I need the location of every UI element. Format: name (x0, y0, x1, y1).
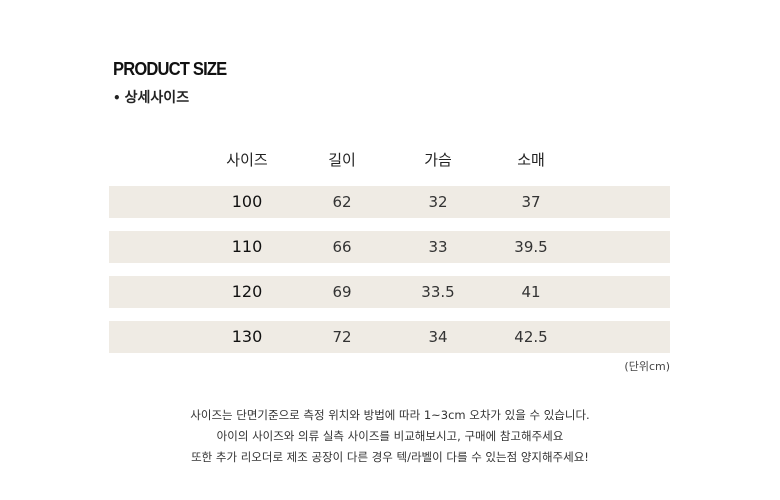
header-chest: 가슴 (424, 151, 452, 169)
cell-length: 66 (332, 238, 352, 256)
cell-sleeve: 37 (521, 193, 541, 211)
cell-sleeve: 39.5 (514, 238, 548, 256)
header-length: 길이 (328, 151, 356, 169)
cell-chest: 34 (428, 328, 448, 346)
page-title: PRODUCT SIZE (113, 59, 227, 79)
cell-length: 72 (332, 328, 352, 346)
cell-chest: 33 (428, 238, 448, 256)
unit-note: (단위cm) (624, 360, 670, 373)
table-row: 100 62 32 37 (109, 186, 670, 218)
note-line: 아이의 사이즈와 의류 실측 사이즈를 비교해보시고, 구매에 참고해주세요 (216, 429, 564, 443)
cell-length: 62 (332, 193, 352, 211)
cell-size: 100 (231, 192, 263, 211)
table-row: 110 66 33 39.5 (109, 231, 670, 263)
header-sleeve: 소매 (517, 151, 545, 169)
section-subtitle: • 상세사이즈 (113, 88, 189, 108)
cell-chest: 32 (428, 193, 448, 211)
note-line: 사이즈는 단면기준으로 측정 위치와 방법에 따라 1~3cm 오차가 있을 수… (190, 408, 590, 422)
bullet: • (113, 91, 121, 105)
cell-sleeve: 42.5 (514, 328, 548, 346)
table-row: 120 69 33.5 41 (109, 276, 670, 308)
cell-size: 120 (231, 282, 263, 301)
table-row: 130 72 34 42.5 (109, 321, 670, 353)
size-table-header: 사이즈 길이 가슴 소매 (109, 148, 670, 172)
note-line: 또한 추가 리오더로 제조 공장이 다른 경우 텍/라벨이 다를 수 있는점 양… (191, 450, 589, 464)
header-size: 사이즈 (226, 151, 268, 169)
cell-length: 69 (332, 283, 352, 301)
cell-sleeve: 41 (521, 283, 541, 301)
cell-size: 130 (231, 327, 263, 346)
cell-chest: 33.5 (421, 283, 455, 301)
subtitle-label: 상세사이즈 (124, 90, 190, 106)
notes-block: 사이즈는 단면기준으로 측정 위치와 방법에 따라 1~3cm 오차가 있을 수… (0, 405, 780, 468)
cell-size: 110 (231, 237, 263, 256)
